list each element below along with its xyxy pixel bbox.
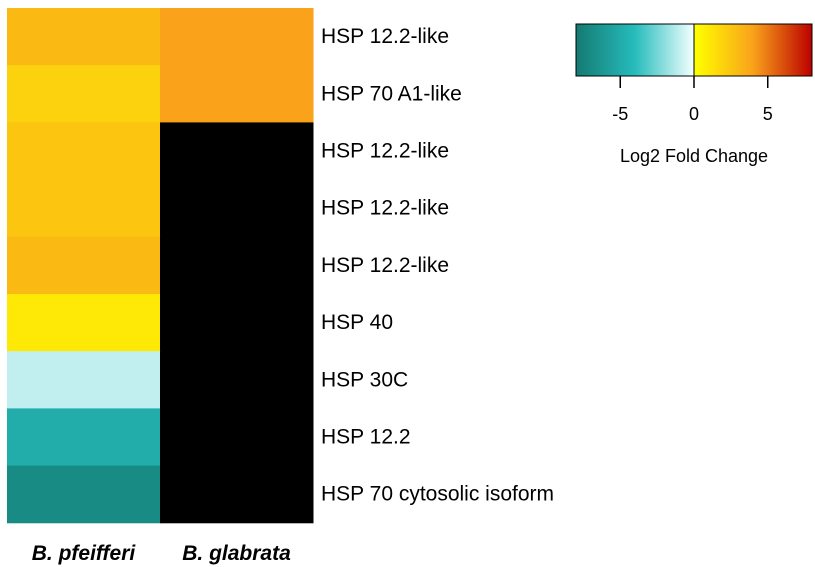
- heatmap-cell-r4-c0: [7, 236, 161, 295]
- row-label: HSP 70 A1-like: [321, 82, 462, 105]
- heatmap-cell-r7-c0: [7, 408, 161, 467]
- heatmap-cell-r7-c1: [160, 408, 314, 467]
- column-label: B. glabrata: [182, 542, 291, 565]
- heatmap-cell-r1-c1: [160, 65, 314, 123]
- row-label: HSP 30C: [321, 368, 408, 391]
- row-label: HSP 12.2-like: [321, 140, 449, 163]
- column-labels: B. pfeifferi B. glabrata: [32, 542, 291, 565]
- legend-tick-label: 0: [689, 104, 699, 124]
- legend-ticks: -5 0 5: [612, 76, 773, 124]
- heatmap-cell-r8-c1: [160, 465, 314, 524]
- heatmap-cell-r8-c0: [7, 465, 161, 524]
- heatmap-cell-r0-c0: [7, 8, 161, 66]
- row-label: HSP 12.2-like: [321, 197, 449, 220]
- heatmap-cell-r5-c0: [7, 294, 161, 352]
- heatmap-cell-r5-c1: [160, 294, 314, 352]
- heatmap-cell-r2-c0: [7, 122, 161, 181]
- row-label: HSP 12.2: [321, 426, 411, 449]
- heatmap-cell-r6-c0: [7, 351, 161, 409]
- row-label: HSP 40: [321, 311, 393, 334]
- heatmap-cells: [7, 8, 314, 524]
- row-label: HSP 70 cytosolic isoform: [321, 483, 554, 506]
- legend-tick-label: 5: [763, 104, 773, 124]
- row-label: HSP 12.2-like: [321, 254, 449, 277]
- row-label: HSP 12.2-like: [321, 25, 449, 48]
- heatmap-cell-r4-c1: [160, 236, 314, 295]
- color-legend: -5 0 5 Log2 Fold Change: [575, 23, 813, 166]
- heatmap-cell-r0-c1: [160, 8, 314, 66]
- legend-tick-label: -5: [612, 104, 628, 124]
- heatmap-cell-r3-c1: [160, 179, 314, 238]
- row-labels: HSP 12.2-like HSP 70 A1-like HSP 12.2-like…: [321, 25, 554, 506]
- column-label: B. pfeifferi: [32, 542, 137, 565]
- heatmap-cell-r1-c0: [7, 65, 161, 123]
- heatmap-cell-r6-c1: [160, 351, 314, 409]
- heatmap-cell-r3-c0: [7, 179, 161, 238]
- legend-title: Log2 Fold Change: [620, 146, 768, 166]
- heatmap-cell-r2-c1: [160, 122, 314, 181]
